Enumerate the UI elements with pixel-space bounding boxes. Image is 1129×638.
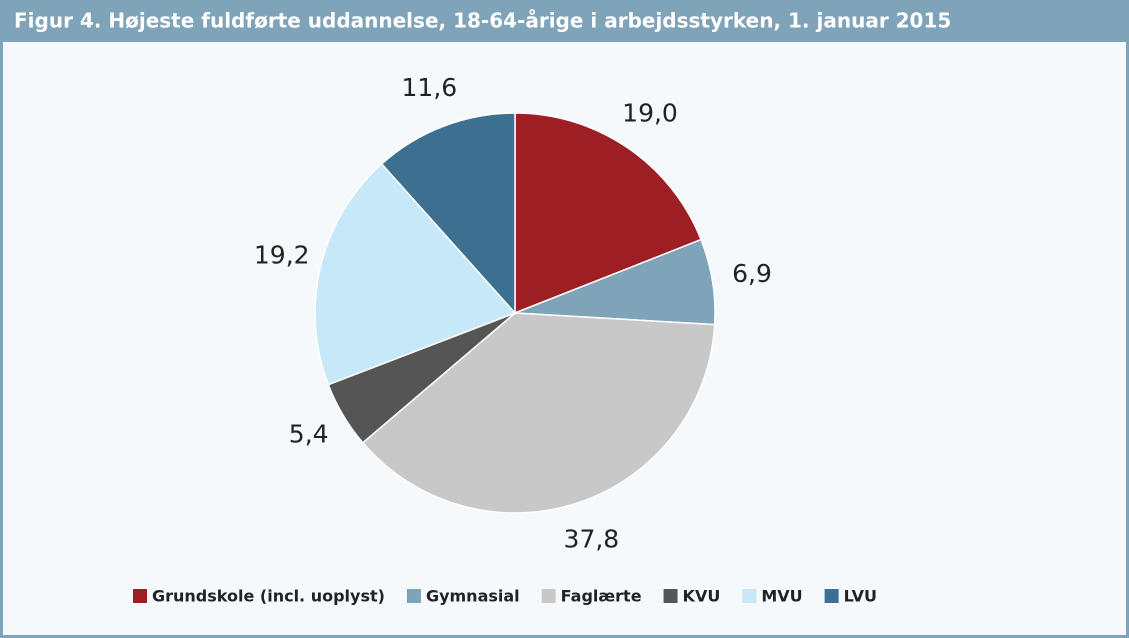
legend-swatch bbox=[663, 589, 678, 603]
legend-swatch bbox=[541, 589, 556, 603]
legend-label: LVU bbox=[844, 587, 877, 606]
value-label: 6,9 bbox=[732, 259, 772, 288]
legend-swatch bbox=[406, 589, 421, 603]
legend-label: Grundskole (incl. uoplyst) bbox=[152, 587, 385, 606]
legend-label: KVU bbox=[683, 587, 721, 606]
legend-swatch bbox=[742, 589, 757, 603]
legend-label: Faglærte bbox=[561, 587, 642, 606]
title-bar bbox=[0, 0, 1129, 42]
chart-title: Figur 4. Højeste fuldførte uddannelse, 1… bbox=[14, 9, 951, 33]
pie-slice bbox=[380, 112, 516, 315]
legend-label: Gymnasial bbox=[426, 587, 520, 606]
pie-slice bbox=[514, 112, 703, 315]
legend-swatch bbox=[824, 589, 839, 603]
value-label: 19,2 bbox=[254, 241, 310, 270]
pie-slice bbox=[361, 312, 716, 514]
value-label: 19,0 bbox=[622, 99, 678, 128]
legend-swatch bbox=[133, 589, 147, 603]
value-label: 5,4 bbox=[289, 420, 329, 449]
value-label: 37,8 bbox=[564, 525, 620, 554]
pie-slice bbox=[314, 162, 517, 386]
value-label: 11,6 bbox=[402, 73, 458, 102]
legend-label: MVU bbox=[761, 587, 802, 606]
